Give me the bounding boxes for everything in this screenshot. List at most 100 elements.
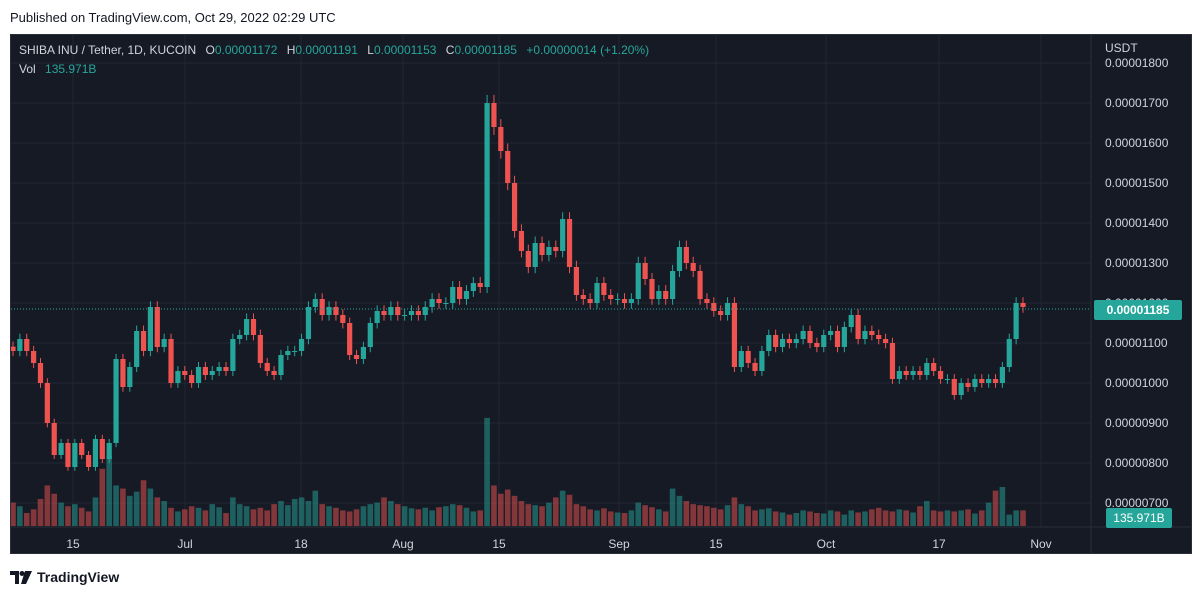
volume-bar	[690, 504, 697, 526]
candle-body	[931, 363, 937, 371]
y-tick-label: 0.00000700	[1105, 496, 1169, 510]
candle-body	[120, 359, 126, 387]
volume-bar	[525, 504, 532, 526]
candle-body	[106, 443, 112, 459]
candle-body	[498, 127, 504, 151]
volume-bar	[188, 506, 195, 526]
legend-high: 0.00001191	[295, 43, 358, 57]
volume-bar	[436, 507, 442, 526]
candle-body	[505, 151, 511, 183]
candle-body	[374, 311, 380, 323]
volume-bar	[772, 511, 779, 526]
volume-bar	[793, 513, 800, 526]
volume-bar	[717, 509, 724, 526]
candle-body	[944, 379, 951, 380]
candle-body	[731, 303, 738, 367]
volume-bar	[339, 510, 346, 526]
candle-body	[738, 351, 744, 367]
y-tick-label: 0.00001400	[1105, 216, 1169, 230]
volume-bar	[30, 509, 37, 526]
candle-body	[319, 299, 325, 315]
y-tick-label: 0.00000900	[1105, 416, 1169, 430]
volume-bar	[649, 507, 655, 526]
volume-bar	[470, 511, 477, 526]
candle-body	[807, 331, 813, 343]
candle-body	[642, 263, 648, 279]
volume-bar	[477, 510, 484, 526]
volume-bar	[738, 504, 745, 526]
volume-bar	[875, 507, 882, 526]
candle-body	[292, 351, 298, 352]
volume-bar	[937, 511, 944, 526]
candle-body	[367, 323, 373, 347]
candle-body	[718, 311, 724, 315]
volume-bar	[917, 506, 923, 526]
volume-bar	[855, 512, 861, 526]
y-tick-label: 0.00001700	[1105, 96, 1169, 110]
volume-bar	[635, 502, 642, 526]
volume-bar	[628, 510, 635, 526]
y-tick-label: 0.00001800	[1105, 56, 1169, 70]
candle-body	[85, 455, 92, 467]
x-tick-label: Nov	[1030, 537, 1051, 551]
candle-body	[814, 343, 820, 347]
candle-body	[882, 339, 889, 343]
volume-bar	[697, 505, 703, 526]
volume-bar	[546, 502, 552, 526]
candle-body	[244, 319, 250, 335]
candle-body	[44, 383, 50, 423]
volume-bar	[72, 504, 78, 526]
candle-body	[140, 331, 147, 351]
candle-body	[676, 247, 683, 271]
volume-bar	[607, 511, 614, 526]
candle-body	[285, 351, 291, 355]
volume-bar	[319, 504, 325, 526]
tradingview-logo[interactable]: TradingView	[10, 569, 119, 585]
volume-bar	[800, 510, 806, 526]
legend-high-label: H	[286, 43, 296, 57]
volume-bar	[972, 513, 978, 526]
volume-bar	[175, 511, 181, 526]
candle-body	[690, 263, 696, 271]
candle-body	[573, 267, 580, 295]
y-tick-label: 0.00001000	[1105, 376, 1169, 390]
candle-body	[511, 183, 518, 231]
candle-body	[326, 307, 332, 315]
candle-body	[580, 295, 586, 299]
candle-body	[924, 363, 930, 375]
candle-body	[353, 355, 360, 359]
volume-bar	[415, 509, 422, 526]
y-tick-label: 0.00001300	[1105, 256, 1169, 270]
candle-body	[463, 291, 470, 299]
candle-body	[821, 335, 827, 347]
chart-frame[interactable]: 0.00001800 0.00001700 0.00001600 0.00001500…	[10, 34, 1192, 554]
volume-bar	[559, 490, 566, 526]
volume-bar	[353, 509, 360, 526]
candle-body	[443, 303, 449, 304]
volume-bar	[305, 501, 312, 526]
candle-body	[340, 315, 346, 323]
candle-body	[669, 271, 676, 299]
candle-body	[230, 339, 236, 371]
candle-body	[484, 103, 490, 287]
candle-body	[608, 295, 614, 299]
legend-low: 0.00001153	[373, 43, 437, 57]
volume-bar	[587, 509, 593, 526]
volume-bar	[236, 504, 243, 526]
candle-body	[31, 351, 37, 363]
chart-canvas[interactable]: 0.00001800 0.00001700 0.00001600 0.00001500…	[11, 35, 1191, 553]
candle-body	[937, 371, 944, 379]
candle-body	[161, 339, 167, 347]
volume-bar	[223, 513, 229, 526]
candle-body	[24, 339, 30, 351]
candle-body	[113, 359, 119, 443]
volume-bar	[161, 501, 167, 526]
candle-body	[628, 299, 634, 303]
candle-body	[182, 371, 188, 375]
candle-body	[298, 339, 305, 351]
candle-body	[800, 331, 806, 339]
candle-body	[415, 311, 421, 315]
candle-body	[402, 315, 408, 316]
volume-bar	[848, 510, 855, 526]
volume-bar	[566, 494, 573, 526]
